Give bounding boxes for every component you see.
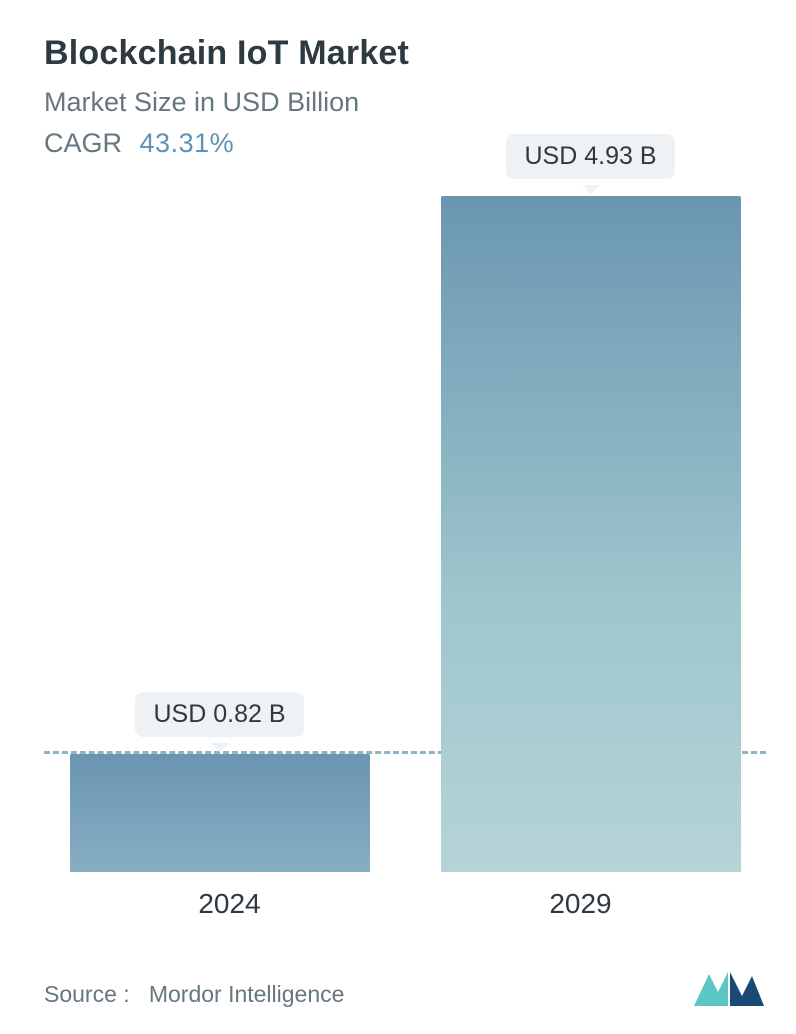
value-pointer-2029 (582, 185, 600, 194)
x-axis: 2024 2029 (44, 888, 766, 920)
footer: Source : Mordor Intelligence (44, 968, 766, 1008)
chart-subtitle: Market Size in USD Billion (44, 87, 766, 118)
bar-2029 (441, 196, 741, 872)
source-text: Source : Mordor Intelligence (44, 981, 344, 1008)
mordor-logo-icon (692, 968, 766, 1008)
market-card: Blockchain IoT Market Market Size in USD… (0, 0, 796, 1034)
source-label: Source : (44, 981, 130, 1007)
x-label-2029: 2029 (431, 888, 731, 920)
source-name: Mordor Intelligence (149, 981, 345, 1007)
plot-area: USD 0.82 B USD 4.93 B (44, 167, 766, 872)
bars-container: USD 0.82 B USD 4.93 B (44, 167, 766, 872)
value-label-2029: USD 4.93 B (506, 134, 674, 179)
bar-group-2024: USD 0.82 B (70, 692, 370, 872)
cagr-label: CAGR (44, 128, 122, 158)
value-pointer-2024 (211, 743, 229, 752)
cagr-value: 43.31% (140, 128, 235, 158)
bar-group-2029: USD 4.93 B (441, 134, 741, 872)
bar-2024 (70, 754, 370, 872)
chart-title: Blockchain IoT Market (44, 34, 766, 73)
value-label-2024: USD 0.82 B (135, 692, 303, 737)
x-label-2024: 2024 (80, 888, 380, 920)
bar-chart: USD 0.82 B USD 4.93 B 2024 2029 (44, 167, 766, 968)
